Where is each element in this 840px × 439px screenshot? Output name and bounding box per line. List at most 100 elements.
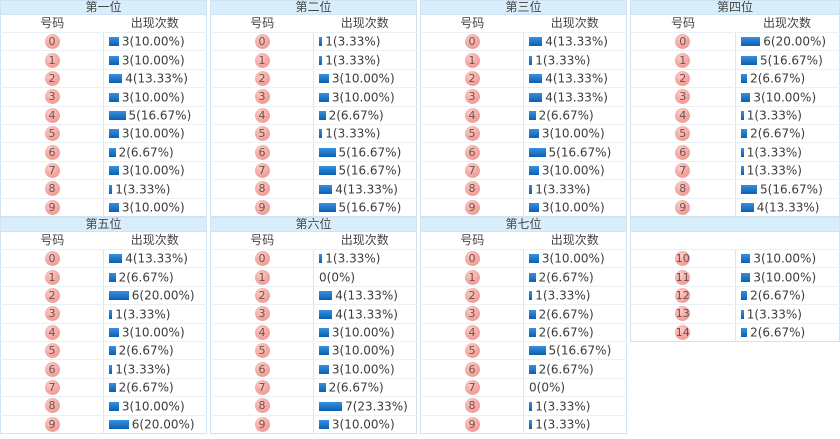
count-cell: 1(3.33%) <box>523 415 627 434</box>
number-cell: 4 <box>420 323 524 342</box>
number-ball: 7 <box>254 379 270 395</box>
frequency-value: 1(3.33%) <box>746 108 802 123</box>
number-column-header: 号码 <box>210 231 314 250</box>
frequency-bar <box>109 202 119 212</box>
frequency-bar <box>529 74 543 84</box>
position-table: 第五位 号码 出现次数 0 4(13.33%) 1 2(6.67%) 2 6(20.00%) 3 1… <box>0 217 207 434</box>
frequency-bar <box>109 74 123 84</box>
frequency-value: 7(23.33%) <box>345 399 408 414</box>
frequency-bar <box>740 37 761 47</box>
frequency-value: 4(13.33%) <box>545 90 608 105</box>
number-row: 6 5(16.67%) <box>210 142 417 162</box>
frequency-value: 4(13.33%) <box>756 200 820 215</box>
frequency-value: 1(3.33%) <box>746 307 802 322</box>
number-cell: 2 <box>630 69 736 89</box>
number-ball: 8 <box>44 181 60 197</box>
number-column-header <box>630 231 735 250</box>
count-cell: 3(10.00%) <box>103 32 207 52</box>
count-cell: 4(13.33%) <box>103 69 207 89</box>
frequency-bar <box>740 111 744 120</box>
frequency-value: 5(16.67%) <box>338 145 402 160</box>
position-table: 第三位 号码 出现次数 0 4(13.33%) 1 1(3.33%) 2 4(13.33%) 3 4… <box>420 0 627 217</box>
frequency-bar <box>740 92 751 102</box>
number-cell: 3 <box>210 87 314 107</box>
number-cell: 4 <box>210 323 314 342</box>
number-ball: 6 <box>464 361 480 377</box>
number-cell: 1 <box>210 267 314 287</box>
number-cell: 3 <box>210 304 314 324</box>
number-ball: 4 <box>254 324 270 340</box>
frequency-bar <box>740 74 748 84</box>
number-ball: 3 <box>254 306 270 322</box>
number-ball: 5 <box>44 126 60 142</box>
count-cell: 5(16.67%) <box>313 142 417 162</box>
count-cell: 0(0%) <box>313 267 417 287</box>
number-cell: 4 <box>420 106 524 125</box>
frequency-value: 3(10.00%) <box>121 200 185 215</box>
number-column-header: 号码 <box>0 14 104 33</box>
count-cell: 1(3.33%) <box>313 249 417 269</box>
number-ball: 9 <box>44 199 60 215</box>
frequency-bar <box>529 129 539 139</box>
number-ball: 8 <box>254 398 270 414</box>
frequency-bar <box>740 291 748 301</box>
number-cell: 6 <box>0 142 104 162</box>
number-cell: 5 <box>0 124 104 144</box>
number-ball: 4 <box>44 324 60 340</box>
number-ball: 6 <box>254 144 270 160</box>
number-ball: 4 <box>675 107 691 123</box>
number-ball: 2 <box>254 70 270 86</box>
number-ball: 9 <box>254 416 270 432</box>
position-group: 第一位 号码 出现次数 0 3(10.00%) 1 3(10.00%) 2 4(13.33%) 3… <box>0 0 210 217</box>
count-cell: 4(13.33%) <box>523 69 627 89</box>
frequency-bar <box>109 129 119 139</box>
number-row: 0 3(10.00%) <box>420 249 627 269</box>
frequency-bar <box>319 291 333 301</box>
frequency-bar <box>109 111 126 120</box>
number-cell: 7 <box>420 378 524 398</box>
position-group: 第五位 号码 出现次数 0 4(13.33%) 1 2(6.67%) 2 6(20.00%) 3 1… <box>0 217 210 439</box>
count-cell: 2(6.67%) <box>523 304 627 324</box>
count-cell: 4(13.33%) <box>313 179 417 199</box>
position-title: 第七位 <box>420 217 627 232</box>
number-ball: 5 <box>254 126 270 142</box>
frequency-bar <box>319 111 326 120</box>
count-cell: 3(10.00%) <box>103 396 207 416</box>
number-ball: 14 <box>675 324 691 340</box>
count-cell: 5(16.67%) <box>523 142 627 162</box>
number-row: 1 5(16.67%) <box>630 50 840 70</box>
frequency-value: 3(10.00%) <box>331 90 395 105</box>
number-row: 3 2(6.67%) <box>420 304 627 324</box>
number-ball: 0 <box>254 251 270 267</box>
frequency-bar <box>529 401 533 411</box>
frequency-bar <box>109 328 119 337</box>
number-ball: 11 <box>675 269 691 285</box>
number-ball: 6 <box>254 361 270 377</box>
frequency-bar <box>319 202 336 212</box>
number-row: 9 1(3.33%) <box>420 415 627 434</box>
number-ball: 3 <box>44 89 60 105</box>
frequency-value: 2(6.67%) <box>750 288 806 303</box>
number-row: 8 7(23.33%) <box>210 396 417 416</box>
number-row: 9 6(20.00%) <box>0 415 207 434</box>
number-cell: 9 <box>420 415 524 434</box>
count-cell: 2(6.67%) <box>103 341 207 361</box>
number-cell: 8 <box>210 179 314 199</box>
number-cell: 5 <box>420 341 524 361</box>
frequency-value: 1(3.33%) <box>115 362 171 377</box>
count-cell: 4(13.33%) <box>313 304 417 324</box>
number-row: 1 0(0%) <box>210 267 417 287</box>
frequency-value: 1(3.33%) <box>535 53 591 68</box>
number-cell: 6 <box>210 359 314 379</box>
count-cell: 2(6.67%) <box>735 69 840 89</box>
count-cell: 6(20.00%) <box>735 32 840 52</box>
number-cell: 2 <box>420 286 524 306</box>
number-row: 2 2(6.67%) <box>630 69 840 89</box>
number-column-header: 号码 <box>630 14 735 33</box>
position-group: 10 3(10.00%) 11 3(10.00%) 12 2(6.67%) 13 1(3.33… <box>630 217 840 439</box>
frequency-bar <box>740 309 744 319</box>
number-row: 6 2(6.67%) <box>420 359 627 379</box>
frequency-bar <box>529 272 536 282</box>
number-ball: 9 <box>254 199 270 215</box>
count-cell: 3(10.00%) <box>103 87 207 107</box>
